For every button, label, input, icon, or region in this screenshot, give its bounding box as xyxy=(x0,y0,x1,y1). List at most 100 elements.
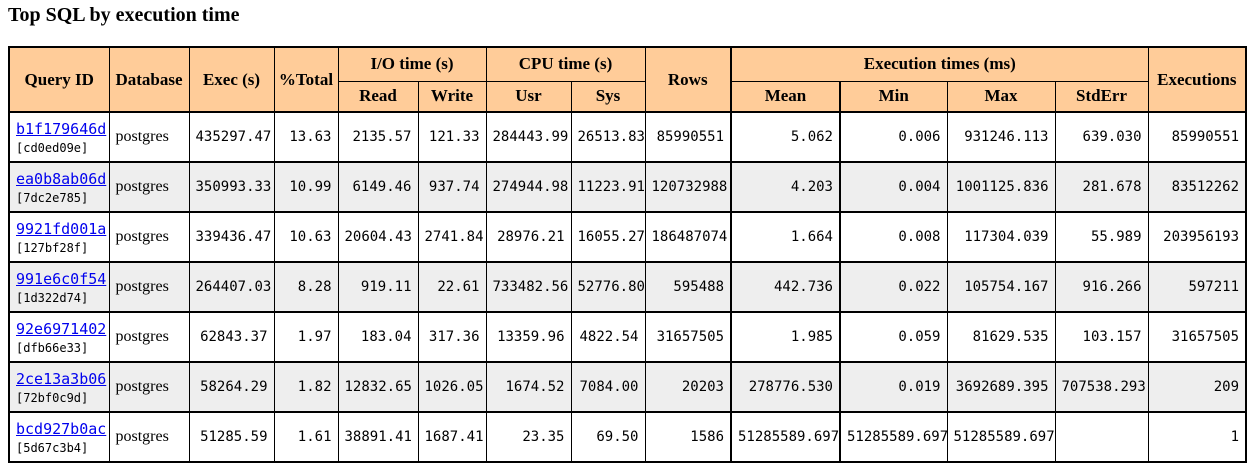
cell-executions: 597211 xyxy=(1147,261,1247,313)
query-id-link[interactable]: bcd927b0ac xyxy=(16,419,107,438)
cell-rows: 595488 xyxy=(644,261,732,313)
cell-io-read: 20604.43 xyxy=(337,211,419,263)
cell-mean: 442.736 xyxy=(730,261,841,313)
cell-cpu-usr: 733482.56 xyxy=(485,261,572,313)
col-header-query-id: Query ID xyxy=(8,46,110,113)
cell-query-id: ea0b8ab06d [7dc2e785] xyxy=(8,161,110,213)
cell-rows: 186487074 xyxy=(644,211,732,263)
col-group-io-time: I/O time (s) xyxy=(337,46,487,82)
col-header-rows: Rows xyxy=(644,46,732,113)
cell-query-id: 2ce13a3b06 [72bf0c9d] xyxy=(8,361,110,413)
col-group-execution-times: Execution times (ms) xyxy=(729,46,1149,82)
cell-pct-total: 1.82 xyxy=(273,361,339,413)
cell-database: postgres xyxy=(108,161,190,213)
cell-executions: 1 xyxy=(1147,411,1247,463)
table-row: 2ce13a3b06 [72bf0c9d] postgres 58264.29 … xyxy=(8,361,1247,413)
col-header-sys: Sys xyxy=(570,80,646,113)
cell-io-read: 919.11 xyxy=(337,261,419,313)
cell-query-id: b1f179646d [cd0ed09e] xyxy=(8,111,110,163)
cell-io-read: 38891.41 xyxy=(337,411,419,463)
cell-pct-total: 10.99 xyxy=(273,161,339,213)
cell-rows: 120732988 xyxy=(644,161,732,213)
query-id-link[interactable]: 92e6971402 xyxy=(16,319,107,338)
query-hash: [72bf0c9d] xyxy=(16,390,89,405)
cell-cpu-usr: 23.35 xyxy=(485,411,572,463)
cell-exec-s: 62843.37 xyxy=(188,311,275,363)
col-header-stderr: StdErr xyxy=(1054,80,1149,113)
cell-cpu-usr: 274944.98 xyxy=(485,161,572,213)
cell-cpu-usr: 13359.96 xyxy=(485,311,572,363)
col-header-database: Database xyxy=(108,46,190,113)
cell-cpu-sys: 52776.80 xyxy=(570,261,646,313)
cell-mean: 4.203 xyxy=(730,161,841,213)
cell-mean: 1.664 xyxy=(730,211,841,263)
cell-io-read: 2135.57 xyxy=(337,111,419,163)
cell-database: postgres xyxy=(108,411,190,463)
cell-io-read: 6149.46 xyxy=(337,161,419,213)
cell-database: postgres xyxy=(108,311,190,363)
cell-exec-s: 435297.47 xyxy=(188,111,275,163)
cell-max: 931246.113 xyxy=(946,111,1056,163)
query-hash: [dfb66e33] xyxy=(16,340,89,355)
cell-executions: 203956193 xyxy=(1147,211,1247,263)
query-id-link[interactable]: 991e6c0f54 xyxy=(16,269,107,288)
cell-executions: 31657505 xyxy=(1147,311,1247,363)
cell-executions: 209 xyxy=(1147,361,1247,413)
cell-cpu-sys: 4822.54 xyxy=(570,311,646,363)
query-id-link[interactable]: ea0b8ab06d xyxy=(16,169,107,188)
cell-min: 0.008 xyxy=(839,211,948,263)
cell-max: 51285589.697 xyxy=(946,411,1056,463)
cell-io-write: 937.74 xyxy=(417,161,487,213)
col-header-mean: Mean xyxy=(730,80,841,113)
table-header: Query ID Database Exec (s) %Total I/O ti… xyxy=(8,46,1247,113)
cell-exec-s: 350993.33 xyxy=(188,161,275,213)
cell-stderr xyxy=(1054,411,1149,463)
cell-io-write: 1687.41 xyxy=(417,411,487,463)
query-hash: [5d67c3b4] xyxy=(16,440,89,455)
cell-min: 0.022 xyxy=(839,261,948,313)
cell-mean: 5.062 xyxy=(730,111,841,163)
query-hash: [7dc2e785] xyxy=(16,190,89,205)
cell-stderr: 103.157 xyxy=(1054,311,1149,363)
cell-stderr: 707538.293 xyxy=(1054,361,1149,413)
col-header-pct-total: %Total xyxy=(273,46,339,113)
cell-io-write: 317.36 xyxy=(417,311,487,363)
cell-query-id: bcd927b0ac [5d67c3b4] xyxy=(8,411,110,463)
col-header-exec-s: Exec (s) xyxy=(188,46,275,113)
col-header-usr: Usr xyxy=(485,80,572,113)
table-body: b1f179646d [cd0ed09e] postgres 435297.47… xyxy=(8,111,1247,463)
table-row: bcd927b0ac [5d67c3b4] postgres 51285.59 … xyxy=(8,411,1247,463)
table-row: b1f179646d [cd0ed09e] postgres 435297.47… xyxy=(8,111,1247,163)
cell-pct-total: 10.63 xyxy=(273,211,339,263)
query-hash: [cd0ed09e] xyxy=(16,140,89,155)
cell-io-read: 12832.65 xyxy=(337,361,419,413)
cell-query-id: 92e6971402 [dfb66e33] xyxy=(8,311,110,363)
cell-exec-s: 58264.29 xyxy=(188,361,275,413)
cell-query-id: 9921fd001a [127bf28f] xyxy=(8,211,110,263)
col-header-max: Max xyxy=(946,80,1056,113)
cell-mean: 278776.530 xyxy=(730,361,841,413)
cell-cpu-sys: 16055.27 xyxy=(570,211,646,263)
page-title: Top SQL by execution time xyxy=(8,4,240,26)
cell-io-write: 1026.05 xyxy=(417,361,487,413)
query-id-link[interactable]: 9921fd001a xyxy=(16,219,107,238)
table-row: ea0b8ab06d [7dc2e785] postgres 350993.33… xyxy=(8,161,1247,213)
cell-stderr: 916.266 xyxy=(1054,261,1149,313)
top-sql-table: Query ID Database Exec (s) %Total I/O ti… xyxy=(8,46,1248,463)
cell-io-write: 121.33 xyxy=(417,111,487,163)
cell-min: 51285589.697 xyxy=(839,411,948,463)
cell-exec-s: 339436.47 xyxy=(188,211,275,263)
query-id-link[interactable]: b1f179646d xyxy=(16,119,107,138)
cell-exec-s: 264407.03 xyxy=(188,261,275,313)
col-group-cpu-time: CPU time (s) xyxy=(485,46,646,82)
cell-io-write: 22.61 xyxy=(417,261,487,313)
cell-pct-total: 1.97 xyxy=(273,311,339,363)
col-header-executions: Executions xyxy=(1147,46,1247,113)
query-hash: [1d322d74] xyxy=(16,290,89,305)
cell-io-read: 183.04 xyxy=(337,311,419,363)
cell-cpu-usr: 1674.52 xyxy=(485,361,572,413)
cell-cpu-sys: 7084.00 xyxy=(570,361,646,413)
cell-max: 105754.167 xyxy=(946,261,1056,313)
query-hash: [127bf28f] xyxy=(16,240,89,255)
query-id-link[interactable]: 2ce13a3b06 xyxy=(16,369,107,388)
